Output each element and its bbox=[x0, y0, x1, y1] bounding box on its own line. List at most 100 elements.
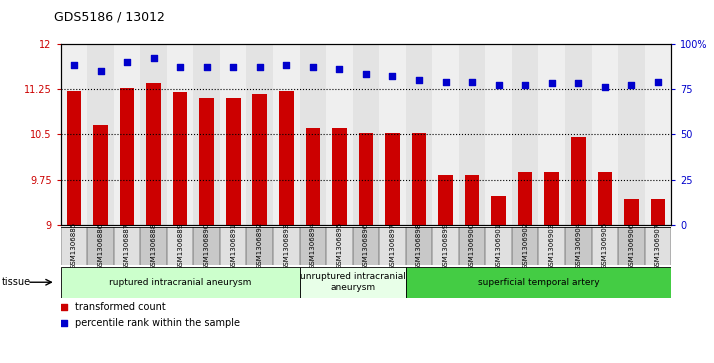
Text: percentile rank within the sample: percentile rank within the sample bbox=[75, 318, 240, 328]
Bar bbox=[486, 44, 512, 225]
Bar bbox=[459, 44, 486, 225]
Bar bbox=[645, 227, 671, 265]
Point bbox=[493, 82, 504, 88]
Bar bbox=[379, 44, 406, 225]
Bar bbox=[141, 44, 167, 225]
Bar bbox=[246, 227, 273, 265]
Point bbox=[228, 64, 239, 70]
Bar bbox=[273, 44, 300, 225]
Bar bbox=[246, 44, 273, 225]
Bar bbox=[353, 227, 379, 265]
Bar bbox=[406, 267, 671, 298]
Bar bbox=[61, 44, 87, 225]
Text: GSM1306893: GSM1306893 bbox=[283, 222, 289, 270]
Text: GSM1306897: GSM1306897 bbox=[389, 222, 396, 270]
Point bbox=[333, 66, 345, 72]
Bar bbox=[173, 92, 188, 225]
Point bbox=[201, 64, 212, 70]
Point bbox=[625, 82, 637, 88]
Bar bbox=[432, 44, 459, 225]
Bar bbox=[114, 227, 141, 265]
Point bbox=[440, 79, 451, 85]
Point bbox=[466, 79, 478, 85]
Bar bbox=[326, 227, 353, 265]
Bar bbox=[571, 137, 585, 225]
Bar bbox=[220, 44, 246, 225]
Point bbox=[652, 79, 663, 85]
Bar bbox=[61, 227, 87, 265]
Text: GSM1306892: GSM1306892 bbox=[257, 223, 263, 269]
Bar bbox=[141, 227, 167, 265]
Bar bbox=[94, 125, 108, 225]
Bar bbox=[167, 227, 193, 265]
Bar bbox=[273, 227, 300, 265]
Text: transformed count: transformed count bbox=[75, 302, 166, 312]
Text: GSM1306885: GSM1306885 bbox=[71, 223, 77, 269]
Point bbox=[95, 68, 106, 74]
Bar bbox=[565, 44, 591, 225]
Text: GSM1306895: GSM1306895 bbox=[336, 223, 343, 269]
Point bbox=[69, 62, 80, 68]
Text: superficial temporal artery: superficial temporal artery bbox=[478, 278, 599, 287]
Bar bbox=[61, 267, 300, 298]
Point bbox=[266, 258, 277, 264]
Text: ruptured intracranial aneurysm: ruptured intracranial aneurysm bbox=[109, 278, 251, 287]
Bar bbox=[326, 44, 353, 225]
Text: GSM1306903: GSM1306903 bbox=[549, 222, 555, 270]
Bar bbox=[465, 175, 479, 225]
Text: GSM1306902: GSM1306902 bbox=[522, 223, 528, 269]
Bar bbox=[226, 98, 241, 225]
Point bbox=[413, 77, 425, 83]
Bar bbox=[486, 227, 512, 265]
Bar bbox=[459, 227, 486, 265]
Bar bbox=[512, 227, 538, 265]
Bar bbox=[300, 267, 406, 298]
Text: GSM1306905: GSM1306905 bbox=[602, 223, 608, 269]
Bar bbox=[193, 44, 220, 225]
Text: GSM1306900: GSM1306900 bbox=[469, 222, 475, 270]
Point bbox=[546, 81, 558, 86]
Bar bbox=[624, 199, 638, 225]
Bar bbox=[199, 98, 214, 225]
Bar bbox=[253, 94, 267, 225]
Bar bbox=[306, 128, 320, 225]
Point bbox=[266, 113, 277, 119]
Text: GSM1306907: GSM1306907 bbox=[655, 222, 661, 270]
Text: GSM1306888: GSM1306888 bbox=[151, 222, 156, 270]
Point bbox=[254, 64, 266, 70]
Bar bbox=[385, 133, 400, 225]
Bar bbox=[591, 227, 618, 265]
Text: GSM1306901: GSM1306901 bbox=[496, 222, 502, 270]
Text: GSM1306896: GSM1306896 bbox=[363, 222, 369, 270]
Point bbox=[174, 64, 186, 70]
Text: unruptured intracranial
aneurysm: unruptured intracranial aneurysm bbox=[300, 272, 406, 292]
Point bbox=[148, 55, 159, 61]
Bar bbox=[300, 227, 326, 265]
Bar bbox=[412, 133, 426, 225]
Text: GDS5186 / 13012: GDS5186 / 13012 bbox=[54, 11, 164, 24]
Text: GSM1306898: GSM1306898 bbox=[416, 222, 422, 270]
Text: GSM1306891: GSM1306891 bbox=[230, 222, 236, 270]
Text: GSM1306906: GSM1306906 bbox=[628, 222, 634, 270]
Point bbox=[121, 59, 133, 65]
Text: GSM1306904: GSM1306904 bbox=[575, 223, 581, 269]
Bar bbox=[332, 128, 347, 225]
Bar bbox=[120, 88, 134, 225]
Bar bbox=[618, 44, 645, 225]
Bar bbox=[87, 227, 114, 265]
Bar bbox=[512, 44, 538, 225]
Bar bbox=[538, 227, 565, 265]
Point bbox=[281, 62, 292, 68]
Bar bbox=[432, 227, 459, 265]
Bar bbox=[279, 91, 293, 225]
Bar bbox=[538, 44, 565, 225]
Point bbox=[307, 64, 318, 70]
Point bbox=[360, 72, 371, 77]
Text: GSM1306894: GSM1306894 bbox=[310, 223, 316, 269]
Bar bbox=[379, 227, 406, 265]
Bar bbox=[598, 172, 612, 225]
Bar bbox=[406, 227, 432, 265]
Point bbox=[520, 82, 531, 88]
Bar bbox=[353, 44, 379, 225]
Bar bbox=[438, 175, 453, 225]
